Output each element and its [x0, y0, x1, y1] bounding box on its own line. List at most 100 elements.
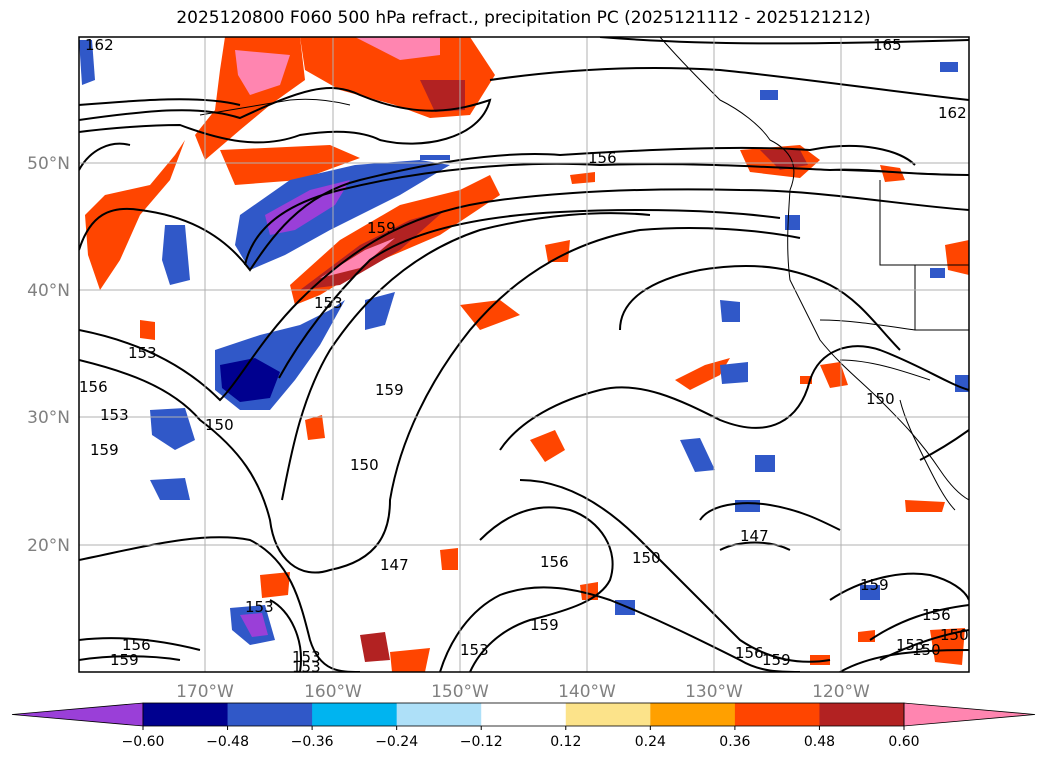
precip-area [675, 358, 730, 390]
precip-area [720, 362, 748, 384]
contour-label: 156 [922, 606, 951, 624]
contour-label: 147 [740, 527, 769, 545]
precip-area [150, 478, 190, 500]
precip-area [162, 225, 190, 285]
contour-label: 159 [762, 651, 791, 669]
colorbar-segment [565, 703, 651, 726]
precip-area [79, 40, 95, 85]
precip-area [760, 90, 778, 100]
contour-label: 162 [938, 104, 967, 122]
colorbar-outline [142, 702, 905, 727]
contour-label: 162 [85, 36, 114, 54]
contour-label: 156 [588, 149, 617, 167]
contour-label: 150 [940, 626, 969, 644]
contour-label: 153 [314, 294, 343, 312]
precip-area [858, 630, 875, 642]
precip-area [955, 375, 969, 392]
precip-area [240, 613, 268, 637]
precip-area [460, 300, 520, 330]
contour-label: 147 [380, 556, 409, 574]
contour-label: 156 [122, 636, 151, 654]
colorbar-tick-label: 0.24 [635, 734, 666, 750]
precip-area [940, 62, 958, 72]
contour-label: 153 [896, 636, 925, 654]
lon-label: 160°W [304, 682, 362, 702]
precip-area [760, 150, 808, 170]
lat-label: 30°N [27, 408, 70, 428]
graticule [79, 37, 969, 672]
map-title: 2025120800 F060 500 hPa refract., precip… [176, 8, 871, 28]
precip-area [220, 358, 280, 402]
precip-area [735, 500, 760, 512]
contour-label: 150 [350, 456, 379, 474]
precip-area [720, 300, 740, 322]
contour-label: 165 [873, 36, 902, 54]
contour-label: 156 [540, 553, 569, 571]
contour-label: 156 [735, 644, 764, 662]
colorbar-extend-high [903, 702, 1036, 727]
precip-area [235, 160, 450, 270]
contour-label: 153 [100, 406, 129, 424]
precip-area [755, 455, 775, 472]
map-plot-area: 162 165 162 156 159 153 153 156 153 159 … [79, 36, 969, 676]
colorbar-extend-low [11, 702, 144, 727]
colorbar-tick-label: 0.12 [550, 734, 581, 750]
contour-label: 159 [860, 576, 889, 594]
colorbar-segment [481, 703, 567, 726]
colorbar-tick-label: −0.24 [375, 734, 418, 750]
contour-label: 150 [205, 416, 234, 434]
precip-area [880, 165, 905, 182]
lon-label: 170°W [176, 682, 234, 702]
precip-area [420, 80, 465, 112]
lon-label: 140°W [558, 682, 616, 702]
precip-area [360, 632, 390, 662]
colorbar-segment [227, 703, 313, 726]
precip-area [860, 585, 880, 600]
precip-area [355, 37, 440, 60]
contour-label: 159 [90, 441, 119, 459]
precip-area [365, 292, 395, 330]
precip-area [680, 438, 715, 472]
colorbar-tick-label: −0.12 [460, 734, 503, 750]
colorbar-tick-label: −0.36 [291, 734, 334, 750]
contour-label: 150 [632, 549, 661, 567]
contour-label: 153 [128, 344, 157, 362]
lon-label: 150°W [431, 682, 489, 702]
precip-area [320, 238, 395, 278]
contour-label-group: 162 165 162 156 159 153 153 156 153 159 … [79, 36, 969, 676]
contour-label: 150 [866, 390, 895, 408]
colorbar-tick-label: 0.36 [719, 734, 750, 750]
lat-label: 40°N [27, 281, 70, 301]
precip-area [420, 155, 450, 160]
precip-area [530, 430, 565, 462]
lon-label: 120°W [812, 682, 870, 702]
colorbar-segment [396, 703, 482, 726]
contour-label: 156 [79, 378, 108, 396]
colorbar-segment [312, 703, 398, 726]
contour-label: 159 [110, 651, 139, 669]
precip-area [440, 548, 458, 570]
contour-label: 153 [292, 658, 321, 676]
precip-area [305, 415, 325, 440]
map-frame [78, 36, 970, 673]
precip-area [260, 572, 290, 598]
precip-area [140, 320, 155, 340]
colorbar-tick-label: 0.48 [804, 734, 835, 750]
precip-area [150, 408, 195, 450]
contour-label: 159 [367, 219, 396, 237]
contour-lines [79, 37, 969, 672]
latitude-labels: 50°N 40°N 30°N 20°N [27, 154, 70, 556]
precip-area [85, 140, 185, 290]
precip-area [545, 240, 570, 262]
precip-area [930, 268, 945, 278]
contour-label: 150 [912, 641, 941, 659]
colorbar-segment [650, 703, 736, 726]
colorbar-segment [819, 703, 905, 726]
colorbar: −0.60 −0.48 −0.36 −0.24 −0.12 0.12 0.24 0.36 0.4… [11, 702, 1036, 750]
lon-label: 130°W [685, 682, 743, 702]
colorbar-segment [143, 703, 229, 726]
longitude-labels: 170°W 160°W 150°W 140°W 130°W 120°W [176, 682, 870, 702]
precip-area [905, 500, 945, 512]
colorbar-tick-label: −0.60 [122, 734, 165, 750]
